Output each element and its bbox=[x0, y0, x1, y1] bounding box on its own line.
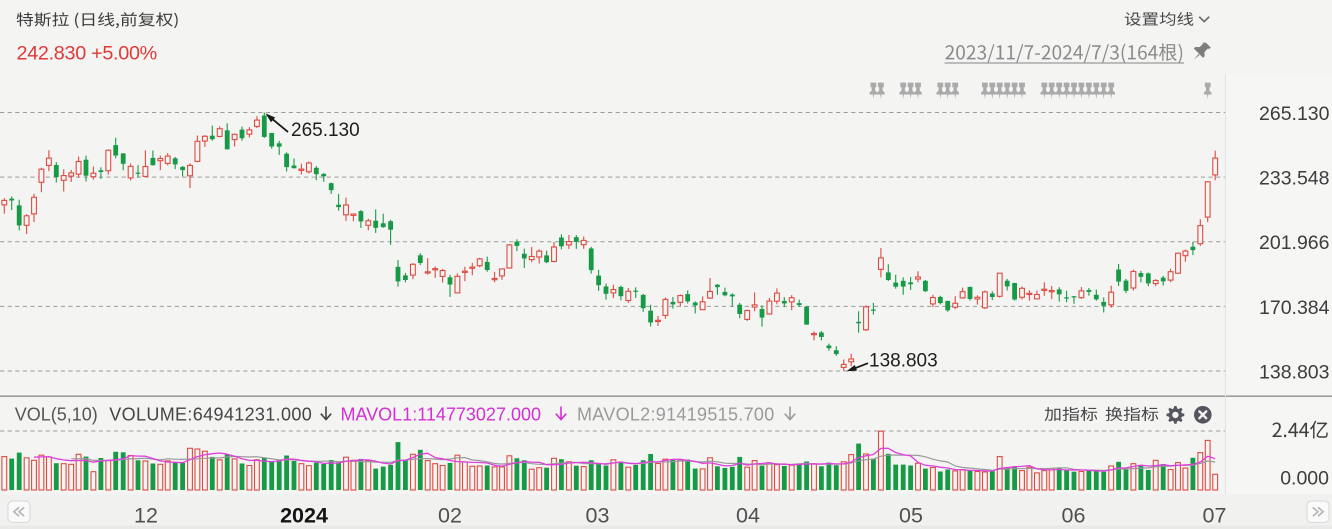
svg-text:VOLUME:64941231.000: VOLUME:64941231.000 bbox=[109, 404, 312, 424]
svg-text:0.000: 0.000 bbox=[1280, 467, 1329, 489]
svg-text:03: 03 bbox=[586, 504, 610, 528]
svg-text:06: 06 bbox=[1062, 504, 1086, 528]
svg-text:MAVOL1:114773027.000: MAVOL1:114773027.000 bbox=[341, 404, 542, 424]
svg-text:201.966: 201.966 bbox=[1259, 232, 1330, 254]
svg-text:2024: 2024 bbox=[280, 504, 328, 528]
svg-text:12: 12 bbox=[134, 504, 158, 528]
svg-text:04: 04 bbox=[736, 504, 760, 528]
svg-text:02: 02 bbox=[438, 504, 462, 528]
svg-text:VOL(5,10): VOL(5,10) bbox=[15, 404, 98, 424]
svg-text:170.384: 170.384 bbox=[1259, 297, 1330, 319]
svg-text:242.830 +5.00%: 242.830 +5.00% bbox=[17, 42, 157, 64]
svg-text:138.803: 138.803 bbox=[1259, 361, 1330, 383]
svg-text:265.130: 265.130 bbox=[1259, 103, 1330, 125]
svg-text:MAVOL2:91419515.700: MAVOL2:91419515.700 bbox=[577, 404, 775, 424]
svg-text:265.130: 265.130 bbox=[291, 120, 360, 141]
svg-text:07: 07 bbox=[1203, 504, 1227, 528]
svg-text:233.548: 233.548 bbox=[1259, 168, 1330, 190]
svg-text:138.803: 138.803 bbox=[869, 351, 938, 372]
svg-text:05: 05 bbox=[899, 504, 923, 528]
